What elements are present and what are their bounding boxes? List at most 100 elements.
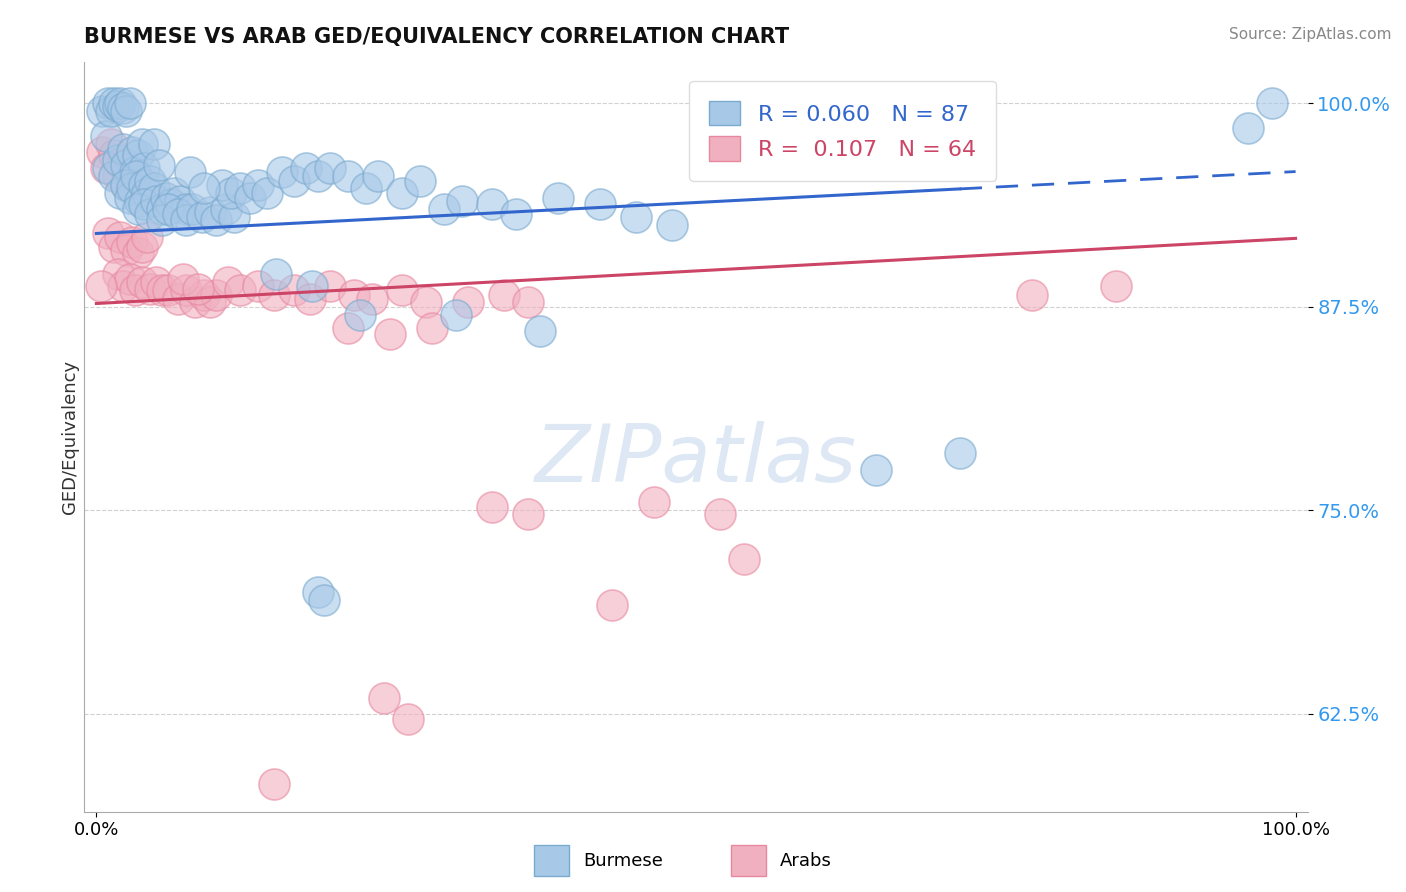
Point [121,235,143,249]
Point [517,507,540,521]
Point [247,178,270,192]
Point [271,164,294,178]
Point [145,276,167,290]
Point [200,205,222,219]
Point [97,161,120,176]
FancyBboxPatch shape [534,846,569,876]
Point [709,507,731,521]
Point [547,191,569,205]
Point [263,288,285,302]
Text: Source: ZipAtlas.com: Source: ZipAtlas.com [1229,27,1392,42]
Point [94,161,117,176]
Point [127,202,149,216]
Point [367,169,389,184]
Point [314,593,336,607]
Point [150,284,173,298]
Point [256,186,278,200]
Point [420,321,443,335]
Point [444,308,467,322]
Point [239,191,262,205]
Point [337,169,360,184]
Point [142,181,165,195]
Point [131,276,153,290]
Point [118,272,141,286]
Point [125,169,148,184]
Point [205,288,228,302]
Point [97,96,120,111]
Point [349,308,371,322]
Point [91,145,114,159]
Point [139,207,162,221]
Point [494,288,516,302]
Point [167,292,190,306]
Point [433,202,456,216]
Point [174,284,197,298]
Point [157,284,180,298]
Point [94,128,117,143]
Point [481,197,503,211]
Point [100,136,122,151]
Point [409,174,432,188]
Point [163,186,186,200]
Point [396,712,419,726]
Text: Burmese: Burmese [583,852,664,870]
Point [343,288,366,302]
Point [224,210,246,224]
Point [193,181,215,195]
Point [142,136,165,151]
Point [319,278,342,293]
Point [157,202,180,216]
Point [319,161,342,176]
Point [115,178,138,192]
Point [118,96,141,111]
Point [229,284,252,298]
Point [451,194,474,208]
Point [174,213,197,227]
Point [167,207,190,221]
Point [283,284,305,298]
Point [600,598,623,612]
Point [361,292,384,306]
Point [1260,96,1282,111]
Point [187,282,209,296]
Point [949,446,972,460]
Point [115,158,138,172]
Point [145,194,167,208]
Point [865,463,887,477]
Point [169,194,191,208]
Point [211,178,233,192]
Point [354,181,377,195]
Point [247,278,270,293]
Point [733,552,755,566]
Point [457,294,479,309]
Point [111,158,134,172]
Point [181,202,204,216]
Point [107,169,129,184]
Point [150,213,173,227]
Point [97,227,120,241]
Point [481,500,503,515]
Point [107,153,129,168]
Point [301,278,323,293]
Point [298,292,321,306]
Point [118,164,141,178]
Point [111,142,134,156]
Point [127,148,149,162]
Point [263,777,285,791]
Point [118,191,141,205]
Point [103,169,125,184]
Point [205,213,228,227]
Point [589,197,612,211]
Point [103,148,125,162]
Point [1021,288,1043,302]
Point [131,136,153,151]
Point [128,194,150,208]
Point [391,186,413,200]
Point [179,164,201,178]
Point [373,690,395,705]
Point [135,229,157,244]
Point [111,278,134,293]
Point [121,181,143,195]
Point [139,282,162,296]
Point [264,267,287,281]
